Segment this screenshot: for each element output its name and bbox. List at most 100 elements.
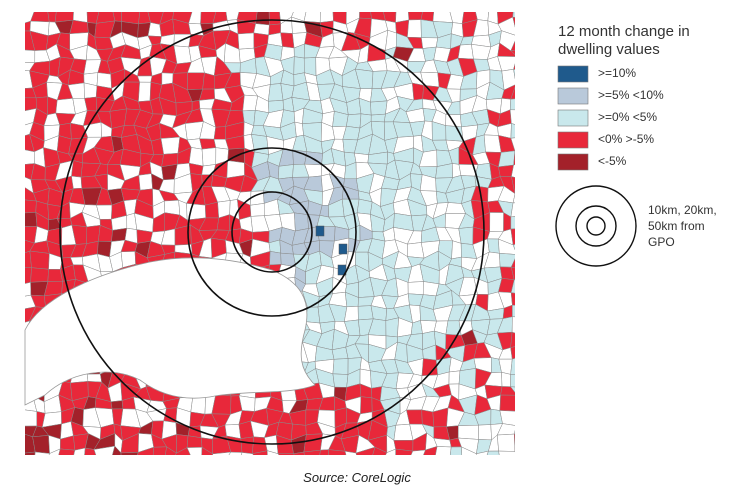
region	[475, 463, 487, 476]
region	[25, 49, 36, 63]
region	[213, 460, 228, 478]
region	[187, 72, 205, 91]
region	[199, 138, 217, 150]
region	[17, 463, 34, 475]
region	[83, 82, 98, 99]
region	[370, 12, 386, 21]
region	[282, 459, 296, 477]
region	[512, 304, 515, 318]
region	[449, 446, 463, 455]
region	[510, 331, 515, 348]
region	[511, 176, 515, 195]
region	[278, 164, 294, 180]
region	[517, 395, 530, 411]
region	[47, 461, 57, 479]
region	[407, 281, 424, 295]
region	[510, 358, 515, 375]
region	[25, 267, 32, 284]
region	[510, 86, 515, 100]
source: Source: CoreLogic	[303, 470, 411, 485]
region	[110, 400, 124, 410]
region	[241, 452, 254, 455]
region	[370, 113, 386, 123]
region	[255, 12, 270, 26]
region	[303, 433, 324, 453]
region	[201, 174, 214, 187]
legend-label: >=0% <5%	[598, 110, 657, 124]
region	[498, 150, 515, 168]
region	[451, 240, 462, 260]
region	[72, 12, 88, 23]
region	[138, 173, 153, 191]
region	[213, 126, 226, 140]
region	[385, 317, 399, 338]
legend-swatch	[557, 87, 589, 105]
region	[268, 461, 284, 477]
region	[25, 409, 38, 427]
region	[186, 435, 203, 448]
region	[25, 212, 38, 227]
region	[501, 68, 515, 91]
region	[512, 12, 515, 18]
region	[25, 226, 38, 244]
region	[510, 266, 515, 281]
region	[138, 81, 152, 102]
region	[511, 164, 515, 178]
region	[58, 448, 76, 455]
region	[120, 452, 139, 455]
region	[499, 176, 515, 195]
region	[484, 460, 500, 478]
region	[354, 152, 369, 164]
region	[280, 32, 295, 49]
region	[190, 395, 206, 415]
region	[238, 459, 258, 477]
region	[122, 463, 140, 480]
region	[268, 12, 282, 26]
region	[497, 433, 515, 452]
region	[93, 445, 116, 455]
region	[510, 346, 515, 360]
region	[173, 45, 192, 65]
region	[420, 462, 435, 475]
region	[344, 306, 359, 322]
region	[328, 449, 347, 455]
region	[111, 227, 128, 242]
region	[515, 461, 530, 473]
region	[112, 445, 122, 455]
region	[152, 446, 167, 455]
region	[509, 109, 515, 125]
region	[445, 114, 462, 128]
region	[277, 453, 295, 455]
region	[486, 450, 500, 455]
region	[513, 150, 515, 166]
region	[332, 358, 349, 375]
region	[498, 450, 515, 455]
legend-title: dwelling values	[558, 41, 660, 58]
region	[435, 446, 452, 455]
map	[17, 12, 530, 480]
region	[434, 459, 451, 474]
legend-swatch	[557, 153, 589, 171]
region	[499, 410, 515, 426]
region	[237, 32, 255, 50]
region	[188, 460, 201, 480]
region	[360, 396, 373, 415]
region	[487, 238, 500, 254]
region	[303, 12, 321, 23]
region	[346, 113, 362, 129]
legend-label: <-5%	[598, 154, 627, 168]
region	[395, 12, 410, 23]
region	[165, 446, 177, 455]
region	[512, 244, 515, 251]
legend-swatch	[557, 131, 589, 149]
region	[47, 12, 57, 23]
region	[30, 267, 49, 283]
ring-label: GPO	[648, 235, 675, 249]
region	[84, 447, 97, 455]
region	[212, 451, 232, 455]
region	[510, 279, 515, 294]
region	[71, 160, 83, 178]
region	[25, 451, 36, 455]
region	[510, 292, 515, 306]
region	[294, 212, 309, 232]
